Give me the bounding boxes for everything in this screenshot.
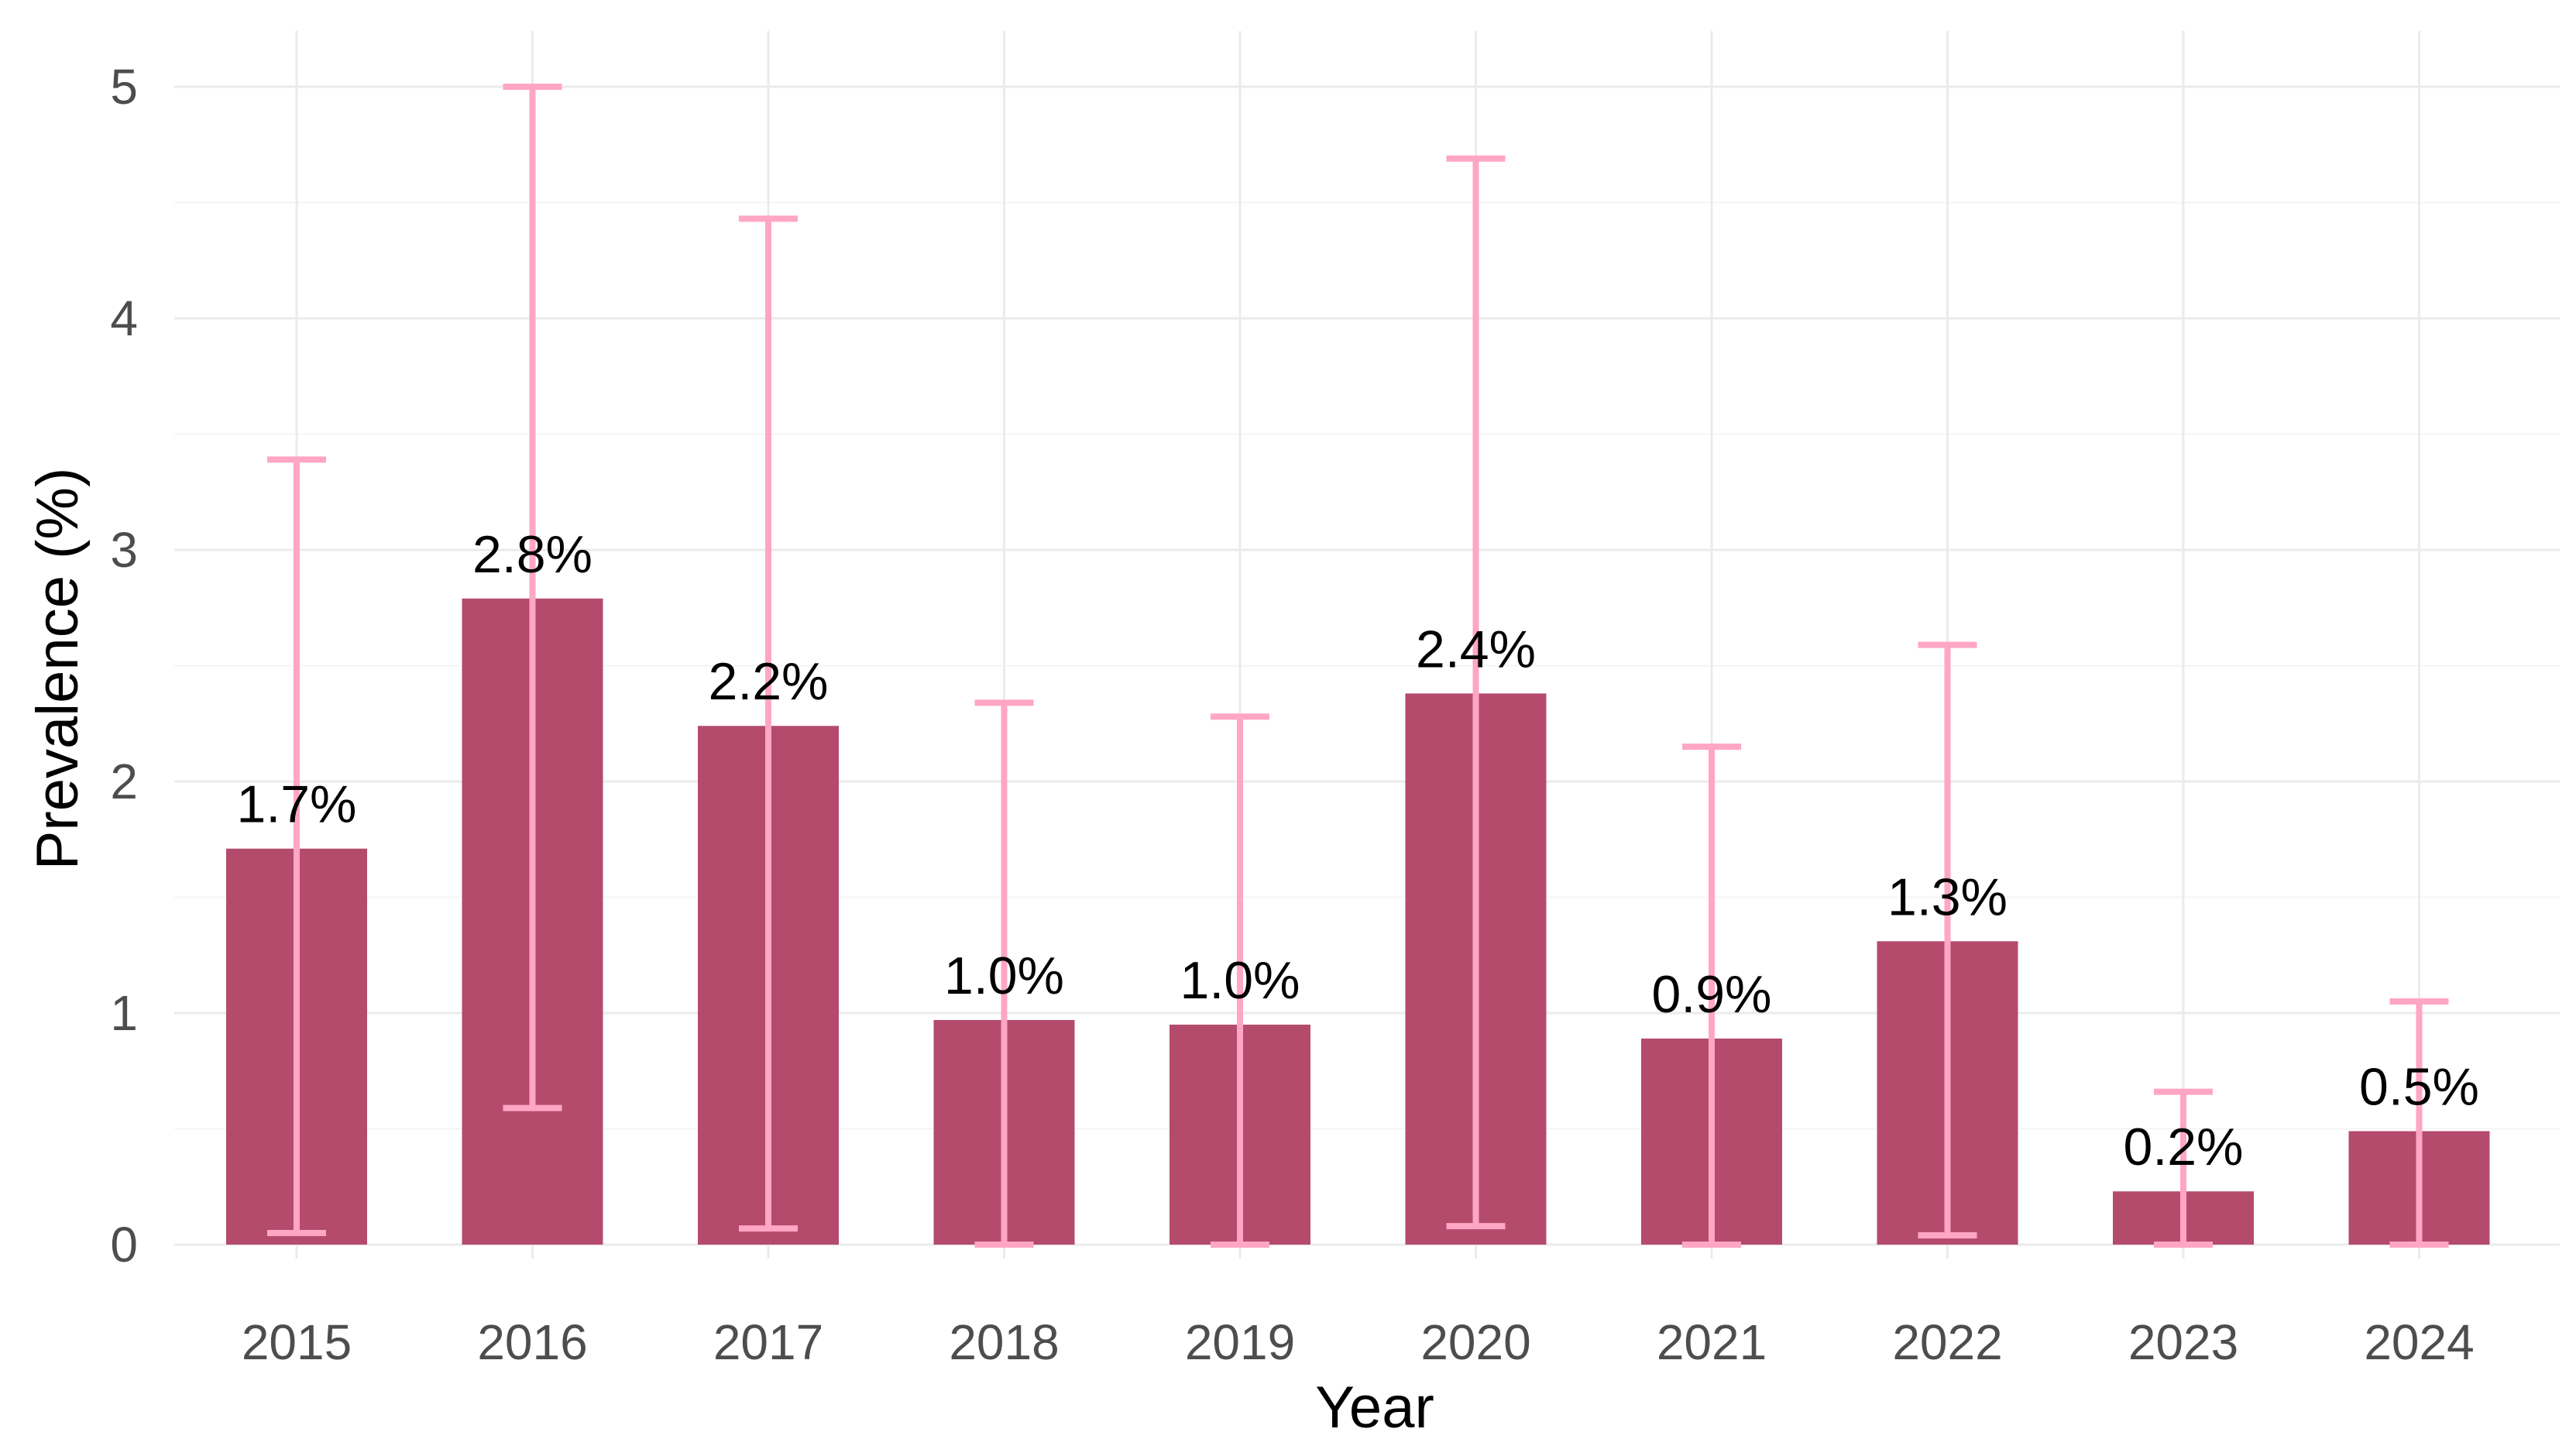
x-tick-label-2019: 2019: [1185, 1314, 1295, 1370]
x-tick-label-2023: 2023: [2128, 1314, 2238, 1370]
value-labels: 1.7% 2.8% 2.2% 1.0% 1.0% 2.4% 0.9% 1.3% 0.2% 0.5%: [237, 525, 2480, 1176]
error-bar-2020: [1446, 155, 1506, 1230]
error-bar-2024: [2389, 998, 2449, 1248]
value-label-2022: 1.3%: [1887, 867, 2008, 926]
error-bar-2015: [267, 456, 326, 1237]
x-tick-label-2016: 2016: [477, 1314, 587, 1370]
x-tick-label-2021: 2021: [1657, 1314, 1767, 1370]
y-tick-label: 1: [110, 985, 138, 1041]
y-tick-label: 5: [110, 59, 138, 115]
x-tick-label-2024: 2024: [2364, 1314, 2474, 1370]
y-tick-label: 3: [110, 522, 138, 578]
value-label-2020: 2.4%: [1416, 620, 1536, 678]
y-tick-label: 0: [110, 1217, 138, 1273]
value-label-2017: 2.2%: [709, 652, 829, 711]
y-tick-label: 2: [110, 754, 138, 809]
value-label-2023: 0.2%: [2124, 1118, 2244, 1176]
value-label-2024: 0.5%: [2359, 1057, 2479, 1116]
error-bar-2016: [503, 84, 562, 1111]
y-tick-label: 4: [110, 290, 138, 346]
x-tick-label-2015: 2015: [242, 1314, 352, 1370]
x-tick-label-2020: 2020: [1420, 1314, 1530, 1370]
error-bar-2023: [2154, 1088, 2213, 1248]
x-axis-title: Year: [1315, 1375, 1434, 1441]
x-tick-label-2022: 2022: [1892, 1314, 2002, 1370]
value-label-2021: 0.9%: [1652, 965, 1772, 1024]
y-axis-title: Prevalence (%): [25, 468, 91, 871]
x-axis-ticks: 2015 2016 2017 2018 2019 2020 2021 2022 2023 2024: [242, 1314, 2475, 1370]
error-bars: [267, 84, 2449, 1248]
error-bar-2019: [1211, 713, 1269, 1248]
error-bar-2022: [1918, 641, 1977, 1239]
error-bar-2017: [739, 215, 798, 1232]
y-axis-ticks: 0 1 2 3 4 5: [110, 59, 138, 1273]
x-tick-label-2017: 2017: [713, 1314, 823, 1370]
value-label-2018: 1.0%: [944, 946, 1064, 1005]
value-label-2015: 1.7%: [237, 775, 357, 834]
error-bar-2021: [1682, 744, 1741, 1248]
value-label-2016: 2.8%: [472, 525, 592, 584]
error-bar-2018: [974, 699, 1034, 1248]
x-tick-label-2018: 2018: [949, 1314, 1059, 1370]
value-label-2019: 1.0%: [1180, 951, 1300, 1010]
